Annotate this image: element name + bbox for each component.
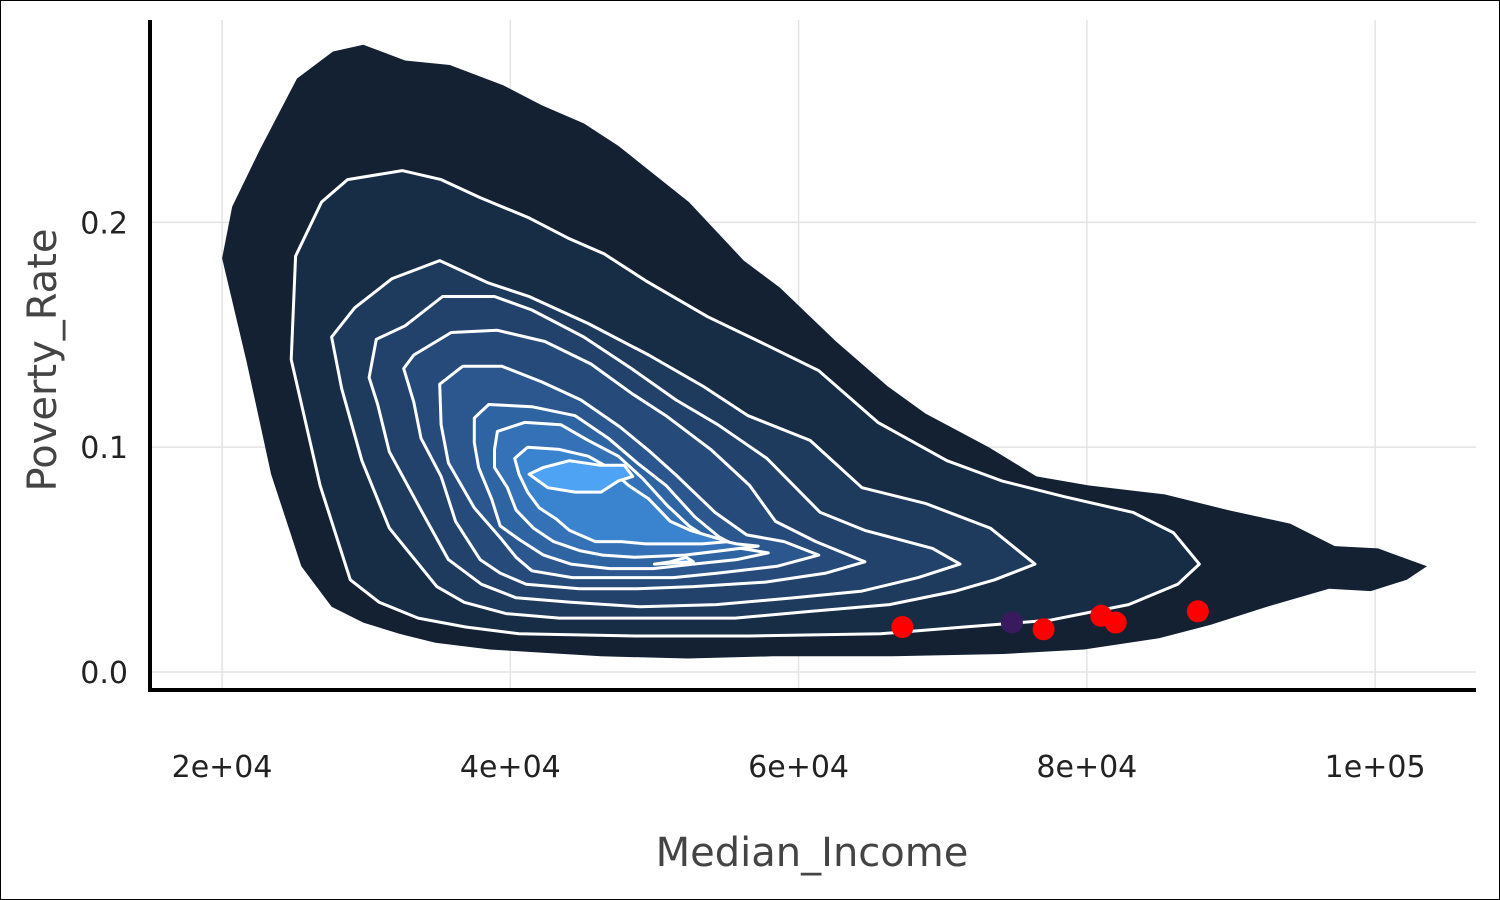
x-tick-label: 4e+04 xyxy=(460,750,561,785)
y-tick-label: 0.0 xyxy=(80,656,128,691)
axes xyxy=(148,20,1476,692)
data-points xyxy=(891,600,1209,641)
density-contours xyxy=(222,44,1428,659)
x-tick-label: 6e+04 xyxy=(748,750,849,785)
x-tick-labels: 2e+04 4e+04 6e+04 8e+04 1e+05 xyxy=(172,750,1426,785)
density-level-10 xyxy=(527,459,635,494)
x-tick-label: 2e+04 xyxy=(172,750,273,785)
x-tick-label: 1e+05 xyxy=(1325,750,1426,785)
x-tick-label: 8e+04 xyxy=(1036,750,1137,785)
x-axis-title: Median_Income xyxy=(656,830,969,876)
data-point xyxy=(1186,600,1209,623)
data-point xyxy=(1104,611,1127,634)
data-point xyxy=(891,616,914,639)
y-tick-label: 0.2 xyxy=(80,206,128,241)
density-level-10 xyxy=(653,555,695,566)
data-point xyxy=(1000,611,1023,634)
y-axis-title: Poverty_Rate xyxy=(20,229,66,492)
data-point xyxy=(1032,618,1055,641)
y-tick-labels: 0.0 0.1 0.2 xyxy=(80,206,128,691)
y-tick-label: 0.1 xyxy=(80,431,128,466)
